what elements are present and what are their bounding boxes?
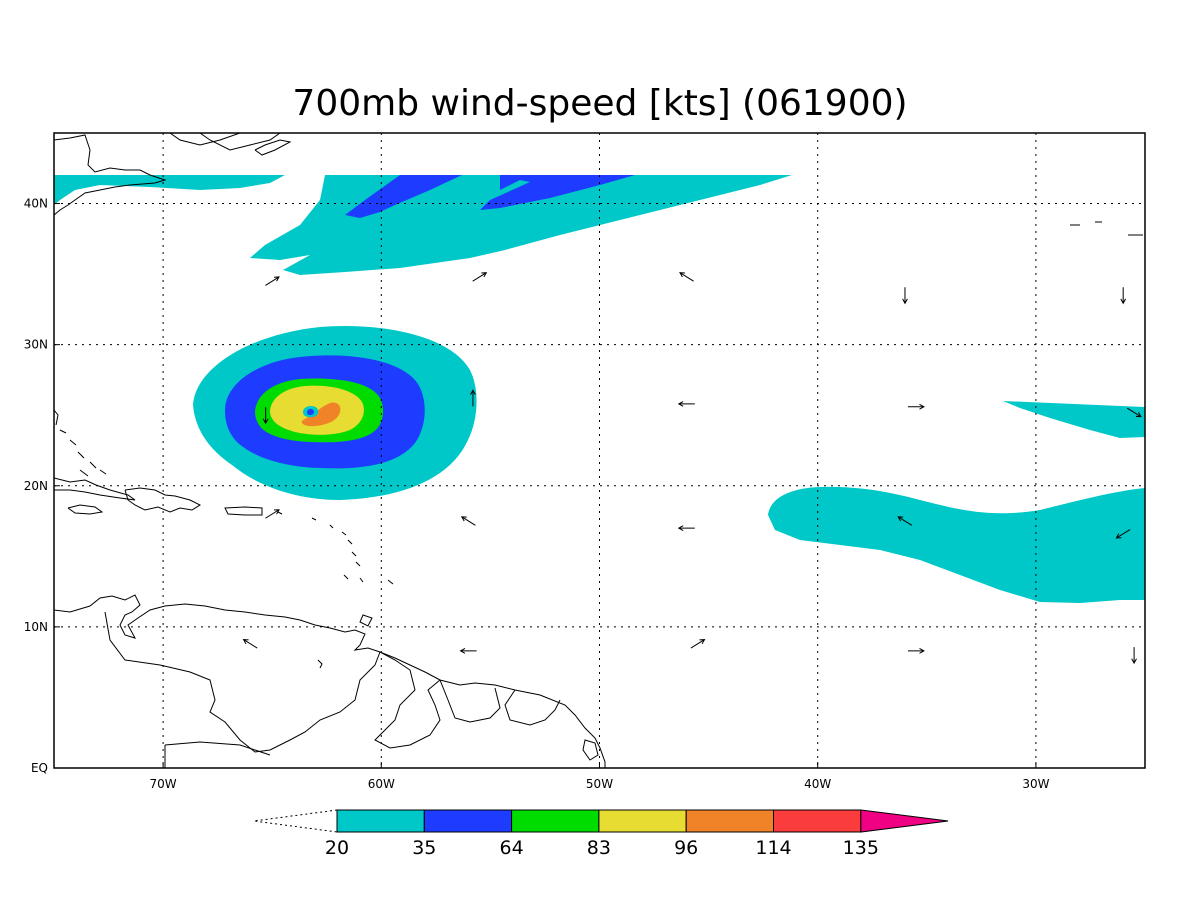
wind-vector-arrow: [242, 639, 258, 649]
colorbar-swatch: [685, 809, 775, 833]
wind-vector-arrow: [1127, 407, 1142, 418]
colorbar-underflow-arrow: [253, 809, 338, 833]
x-tick-label: 30W: [1022, 777, 1049, 791]
coastline-cuba: [54, 477, 136, 501]
islands-bahamas: [59, 429, 107, 477]
wind-vector-arrow: [902, 287, 908, 305]
colorbar-level-label: 20: [325, 837, 349, 859]
wind-contours: [54, 175, 1145, 603]
colorbar-swatch: [773, 809, 862, 833]
colorbar-overflow-arrow: [860, 809, 949, 833]
wind-vector-arrow: [1120, 287, 1127, 305]
y-tick-label: 20N: [24, 479, 48, 493]
wind-vector-arrow: [1115, 529, 1131, 539]
east-band-contour-20: [768, 486, 1145, 603]
coastlines: [54, 133, 1143, 768]
wind-vectors: [242, 272, 1142, 665]
coastline-canada: [169, 133, 281, 151]
border-venezuela: [104, 611, 381, 753]
island-tobago: [317, 659, 323, 669]
map-title: 700mb wind-speed [kts] (061900): [292, 83, 907, 124]
wind-vector-arrow: [460, 516, 476, 526]
coastline-north-america: [54, 134, 167, 216]
border-suriname: [439, 679, 501, 723]
jet-stream-contour-20: [54, 175, 285, 205]
wind-vector-arrow: [677, 525, 695, 531]
coastline-south-america: [54, 594, 606, 768]
colorbar-swatch: [598, 809, 687, 833]
hurricane-eye-core: [307, 409, 314, 415]
wind-vector-arrow: [459, 648, 477, 654]
y-tick-label: 40N: [24, 197, 48, 211]
x-tick-label: 50W: [586, 777, 613, 791]
y-tick-label: 10N: [24, 620, 48, 634]
wind-vector-arrow: [907, 648, 925, 654]
border-brazil: [164, 741, 271, 768]
colorbar-level-label: 135: [843, 837, 879, 859]
wind-vector-arrow: [1131, 647, 1137, 665]
coastline-nova-scotia: [254, 139, 292, 156]
colorbar-swatch: [423, 809, 513, 833]
coastline-hispaniola: [124, 487, 202, 513]
coastline-puerto-rico: [224, 506, 263, 516]
wind-vector-arrow: [907, 403, 925, 410]
coastline-jamaica: [67, 504, 104, 515]
colorbar-level-label: 64: [500, 837, 524, 859]
wind-vector-arrow: [690, 639, 706, 649]
colorbar-level-label: 35: [412, 837, 436, 859]
wind-vector-arrow: [677, 401, 695, 407]
x-tick-label: 60W: [368, 777, 395, 791]
islands-azores: [1070, 221, 1143, 236]
colorbar-level-label: 96: [674, 837, 698, 859]
wind-vector-arrow: [262, 407, 269, 425]
x-tick-label: 70W: [150, 777, 177, 791]
border-guyana: [374, 651, 441, 749]
jet-stream-contour-35: [480, 175, 635, 210]
colorbar-swatch: [511, 809, 600, 833]
east-band-contour-20: [1003, 401, 1145, 438]
colorbar-level-label: 114: [755, 837, 791, 859]
y-tick-label: EQ: [31, 761, 48, 775]
wind-vector-arrow: [470, 389, 476, 407]
y-tick-label: 30N: [24, 338, 48, 352]
x-tick-label: 40W: [804, 777, 831, 791]
axis-ticks: 70W 60W 50W 40W 30W EQ 10N 20N 30N 40N: [24, 197, 1050, 791]
wind-vector-arrow: [265, 509, 280, 519]
wind-vector-arrow: [679, 272, 694, 282]
wind-vector-arrow: [472, 272, 488, 282]
wind-vector-arrow: [897, 516, 913, 526]
wind-vector-arrow: [265, 276, 280, 286]
colorbar-level-label: 83: [587, 837, 611, 859]
grid-lines: [54, 133, 1145, 768]
border-french-guiana: [504, 689, 561, 726]
jet-stream-contour-35: [345, 175, 462, 218]
colorbar: 20 35 64 83 96 114 135: [253, 809, 949, 859]
island-marajo: [582, 739, 599, 761]
coastline-florida: [54, 409, 59, 426]
plot-area: [54, 133, 1145, 768]
islands-lesser-antilles: [277, 511, 394, 585]
colorbar-swatch: [336, 809, 425, 833]
island-trinidad: [359, 614, 373, 627]
hurricane-contour-96: [301, 402, 341, 427]
